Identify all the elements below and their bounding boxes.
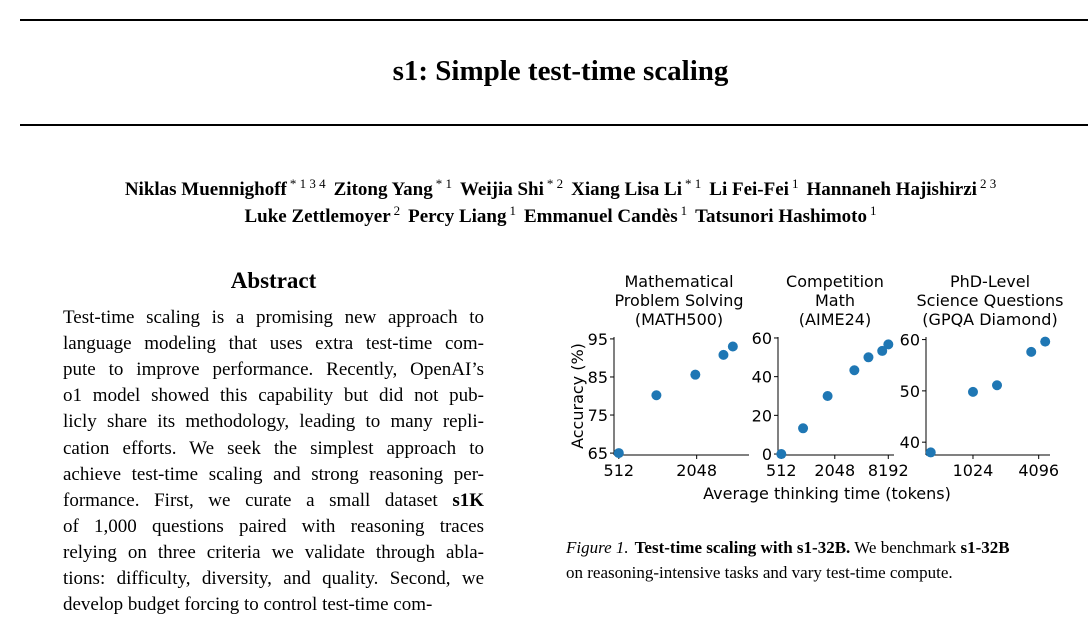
y-tick-label: 85 xyxy=(588,368,608,387)
abstract-heading: Abstract xyxy=(230,268,317,293)
data-point xyxy=(849,365,860,376)
chart-title-line: (MATH500) xyxy=(635,310,723,329)
abstract-line: relying on three criteria we validate th… xyxy=(63,541,484,563)
figure-caption: Figure 1. Test-time scaling with s1-32B. … xyxy=(566,537,1010,559)
data-point xyxy=(1040,336,1051,347)
y-tick-label: 60 xyxy=(900,331,920,350)
x-tick-label: 4096 xyxy=(1018,461,1059,480)
abstract-line: develop budget forcing to control test-t… xyxy=(63,594,433,616)
y-tick-label: 0 xyxy=(762,445,772,464)
y-tick-label: 50 xyxy=(900,382,920,401)
x-tick-label: 512 xyxy=(604,461,635,480)
x-axis-label: Average thinking time (tokens) xyxy=(703,484,951,503)
data-point xyxy=(776,449,787,460)
author-affiliation: * 2 xyxy=(546,176,564,191)
author-name: Niklas Muennighoff * 1 3 4 xyxy=(124,176,326,201)
x-tick-label: 1024 xyxy=(953,461,994,480)
data-point xyxy=(613,448,624,459)
data-point xyxy=(651,390,662,401)
abstract-line: of 1,000 questions paired with reasoning… xyxy=(63,515,484,537)
abstract-line: achieve test-time scaling and strong rea… xyxy=(63,463,484,485)
figure-label: Figure 1. xyxy=(566,538,629,557)
x-tick-label: 8192 xyxy=(868,461,909,480)
y-tick-label: 40 xyxy=(900,433,920,452)
author-name: Tatsunori Hashimoto 1 xyxy=(695,203,877,228)
chart-title-line: Science Questions xyxy=(916,291,1063,310)
chart-title-line: (GPQA Diamond) xyxy=(922,310,1057,329)
abstract-line: language modeling that uses extra test-t… xyxy=(63,333,484,355)
figure-caption-line-2: on reasoning-intensive tasks and vary te… xyxy=(566,563,953,582)
chart-title-line: (AIME24) xyxy=(799,310,871,329)
author-name: Percy Liang 1 xyxy=(408,203,516,228)
author-affiliation: * 1 xyxy=(435,176,452,191)
title-rule-top xyxy=(20,19,1088,21)
data-point xyxy=(798,423,809,434)
y-tick-label: 95 xyxy=(588,330,608,349)
data-point xyxy=(992,380,1003,391)
title-rule-bottom xyxy=(20,124,1088,126)
figure-caption-model: s1-32B xyxy=(960,538,1010,557)
y-tick-label: 65 xyxy=(588,444,608,463)
data-point xyxy=(967,386,978,397)
author-affiliation: 1 xyxy=(509,203,516,218)
abstract-line: formance. First, we curate a small datas… xyxy=(63,489,484,511)
chart-title-line: PhD-Level xyxy=(950,272,1030,291)
x-tick-label: 2048 xyxy=(676,461,717,480)
author-name: Luke Zettlemoyer 2 xyxy=(244,203,401,228)
figure-caption-title: Test-time scaling with s1-32B. xyxy=(634,538,851,557)
chart-title-line: Competition xyxy=(786,272,884,291)
abstract-line: licly share its methodology, leading to … xyxy=(63,411,484,433)
x-tick-label: 512 xyxy=(766,461,797,480)
y-axis-label: Accuracy (%) xyxy=(568,343,587,449)
data-point xyxy=(822,391,833,401)
abstract-line: Test-time scaling is a promising new app… xyxy=(63,307,484,328)
y-tick-label: 20 xyxy=(752,406,772,425)
chart-title-line: Math xyxy=(815,291,855,310)
author-name: Hannaneh Hajishirzi 2 3 xyxy=(806,176,997,201)
abstract-line: cation efforts. We seek the simplest app… xyxy=(63,437,484,459)
author-affiliation: 1 xyxy=(791,176,799,191)
data-point xyxy=(718,349,729,360)
abstract-line: pute to improve performance. Recently, O… xyxy=(63,359,484,381)
data-point xyxy=(883,339,894,350)
x-tick-label: 2048 xyxy=(814,461,855,480)
author-affiliation: 2 3 xyxy=(979,176,997,191)
data-point xyxy=(727,341,738,352)
data-point xyxy=(1026,346,1037,357)
abstract-line: tions: difficulty, diversity, and qualit… xyxy=(63,568,484,589)
y-tick-label: 75 xyxy=(588,406,608,425)
author-name: Xiang Lisa Li * 1 xyxy=(571,176,702,201)
author-affiliation: 1 xyxy=(870,203,877,218)
data-point xyxy=(925,447,936,458)
figure-caption-text: We benchmark xyxy=(850,538,961,557)
abstract-line: o1 model showed this capability but did … xyxy=(63,385,484,407)
author-affiliation: * 1 xyxy=(685,176,702,191)
data-point xyxy=(863,352,874,363)
y-tick-label: 60 xyxy=(752,329,772,348)
author-name: Zitong Yang * 1 xyxy=(333,176,452,201)
author-affiliation: * 1 3 4 xyxy=(289,176,326,191)
data-point xyxy=(690,369,701,380)
author-name: Li Fei-Fei 1 xyxy=(709,176,799,201)
author-affiliation: 1 xyxy=(680,203,688,218)
y-tick-label: 40 xyxy=(752,368,772,387)
paper-title: s1: Simple test-time scaling xyxy=(392,55,729,87)
author-name: Emmanuel Candès 1 xyxy=(523,203,688,228)
author-affiliation: 2 xyxy=(393,203,401,218)
author-name: Weijia Shi * 2 xyxy=(459,176,564,201)
author-list-line-1: Niklas Muennighoff * 1 3 4 Zitong Yang * 1 W… xyxy=(0,172,1088,202)
data-point xyxy=(877,345,888,356)
author-list-line-2: Luke Zettlemoyer 2 Percy Liang 1 Emmanuel Ca… xyxy=(0,199,1088,229)
chart-title-line: Mathematical xyxy=(624,272,733,291)
chart-title-line: Problem Solving xyxy=(614,291,743,310)
